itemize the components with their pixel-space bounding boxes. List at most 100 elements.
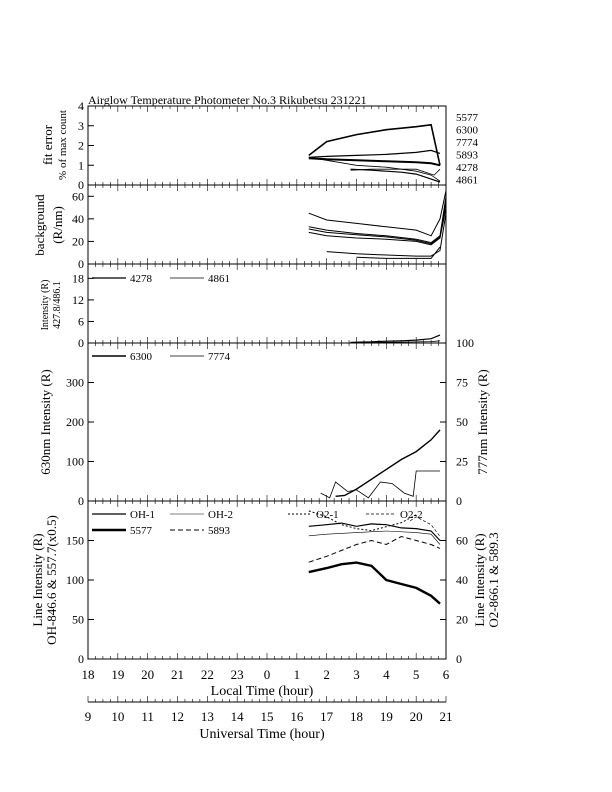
- ylabel-line-intensity-line2: OH-846.6 & 557.7(x0.5): [44, 515, 59, 645]
- series-line-OH-1: [308, 522, 441, 541]
- ytick-label: 0: [78, 178, 84, 192]
- series-line-trace-2: [308, 201, 447, 245]
- y2tick-label: 20: [456, 613, 468, 627]
- ylabel-ratio: Intensity (R) 427.8/486.1: [40, 280, 63, 331]
- series-line-6300: [308, 149, 441, 158]
- ut-tick-label: 9: [85, 709, 92, 724]
- ut-tick-label: 21: [440, 709, 453, 724]
- series-line-5577: [308, 561, 441, 605]
- ytick-label: 200: [66, 415, 84, 429]
- ytick-label: 150: [66, 534, 84, 548]
- ylabel-fit-error: fit error % of max count: [40, 110, 69, 180]
- local-time-tick-label: 20: [141, 667, 154, 682]
- legend-label-6300: 6300: [130, 351, 153, 363]
- ytick-label: 0: [78, 257, 84, 271]
- legend-fit-error-4278: 4278: [456, 162, 479, 174]
- series-line-trace-4: [326, 213, 447, 257]
- ylabel-ratio-line1: Intensity (R): [40, 280, 51, 331]
- y2label-line-intensity: Line Intensity (R) O2-866.1 & 589.3: [472, 532, 501, 627]
- local-time-tick-label: 5: [413, 667, 420, 682]
- y2label-line-intensity-line2: O2-866.1 & 589.3: [486, 532, 501, 627]
- local-time-tick-label: 3: [353, 667, 360, 682]
- ytick-label: 6: [78, 314, 84, 328]
- local-time-label: Local Time (hour): [211, 684, 314, 699]
- y2tick-label: 40: [456, 573, 468, 587]
- ylabel-background: background (R/nm): [32, 194, 65, 256]
- ytick-label: 4: [78, 99, 84, 113]
- legend-label-OH-1: OH-1: [130, 509, 155, 521]
- series-line-OH-2: [308, 530, 441, 545]
- legend-label-4278: 4278: [130, 273, 153, 285]
- series-line-4861: [350, 168, 441, 176]
- local-time-tick-label: 18: [82, 667, 95, 682]
- y2label-line-intensity-line1: Line Intensity (R): [472, 533, 487, 626]
- local-time-tick-label: 21: [171, 667, 184, 682]
- local-time-tick-label: 22: [201, 667, 214, 682]
- ut-tick-label: 17: [320, 709, 334, 724]
- series-line-trace-1: [308, 196, 447, 244]
- y2tick-label: 50: [456, 415, 468, 429]
- series-line-4278: [350, 168, 441, 183]
- ytick-label: 100: [66, 573, 84, 587]
- ytick-label: 40: [72, 212, 84, 226]
- legend-fit-error-5577: 5577: [456, 112, 479, 124]
- legend-label-OH-2: OH-2: [208, 509, 233, 521]
- ytick-label: 0: [78, 494, 84, 508]
- ytick-label: 300: [66, 376, 84, 390]
- y2tick-label: 25: [456, 455, 468, 469]
- series-line-trace-0: [308, 190, 447, 237]
- y2tick-label: 0: [456, 652, 462, 666]
- ut-tick-label: 14: [231, 709, 245, 724]
- ut-tick-label: 10: [111, 709, 124, 724]
- legend-fit-error-4861: 4861: [456, 175, 478, 187]
- local-time-tick-label: 4: [383, 667, 390, 682]
- y2tick-label: 0: [456, 494, 462, 508]
- ylabel-background-line2: (R/nm): [50, 206, 65, 244]
- series-line-O2-2: [410, 516, 441, 537]
- ut-tick-label: 19: [380, 709, 393, 724]
- y2tick-label: 100: [456, 336, 474, 350]
- universal-time-label: Universal Time (hour): [199, 727, 325, 742]
- dynamic-chart-layer: 0123402040600612180100200300025507510005…: [66, 99, 479, 724]
- legend-label-O2-1: O2-1: [316, 509, 339, 521]
- ytick-label: 1: [78, 158, 84, 172]
- local-time-tick-label: 0: [264, 667, 271, 682]
- legend-label-5577: 5577: [130, 525, 153, 537]
- legend-label-O2-2: O2-2: [400, 509, 423, 521]
- local-time-tick-label: 19: [111, 667, 124, 682]
- series-line-5893: [308, 157, 441, 167]
- ytick-label: 2: [78, 139, 84, 153]
- ytick-label: 50: [72, 613, 84, 627]
- series-line-trace-5: [356, 246, 441, 259]
- ylabel-background-line1: background: [32, 194, 47, 256]
- series-line-7774: [320, 470, 440, 499]
- ylabel-fit-error-line1: fit error: [40, 124, 55, 165]
- y2tick-label: 60: [456, 534, 468, 548]
- y2tick-label: 75: [456, 376, 468, 390]
- ylabel-ratio-line2: 427.8/486.1: [52, 281, 63, 329]
- ytick-label: 20: [72, 234, 84, 248]
- ytick-label: 60: [72, 189, 84, 203]
- ytick-label: 0: [78, 652, 84, 666]
- ut-tick-label: 13: [201, 709, 214, 724]
- ytick-label: 18: [72, 271, 84, 285]
- ut-tick-label: 12: [171, 709, 184, 724]
- panel-frame-fit-error: [87, 105, 447, 186]
- local-time-tick-label: 1: [294, 667, 301, 682]
- legend-label-5893: 5893: [208, 525, 231, 537]
- ytick-label: 100: [66, 455, 84, 469]
- legend-fit-error-5893: 5893: [456, 150, 479, 162]
- series-line-O2-1: [308, 510, 417, 532]
- local-time-tick-label: 2: [323, 667, 330, 682]
- panel-frame-630-777: [87, 342, 447, 502]
- local-time-tick-label: 23: [231, 667, 244, 682]
- legend-label-7774: 7774: [208, 351, 231, 363]
- legend-fit-error-6300: 6300: [456, 125, 479, 137]
- series-line-6300: [335, 429, 441, 497]
- ylabel-630: 630nm Intensity (R): [38, 369, 53, 474]
- ylabel-line-intensity-line1: Line Intensity (R): [30, 533, 45, 626]
- ylabel-777: 777nm Intensity (R): [475, 369, 490, 474]
- ytick-label: 3: [78, 119, 84, 133]
- series-line-5893: [308, 535, 441, 563]
